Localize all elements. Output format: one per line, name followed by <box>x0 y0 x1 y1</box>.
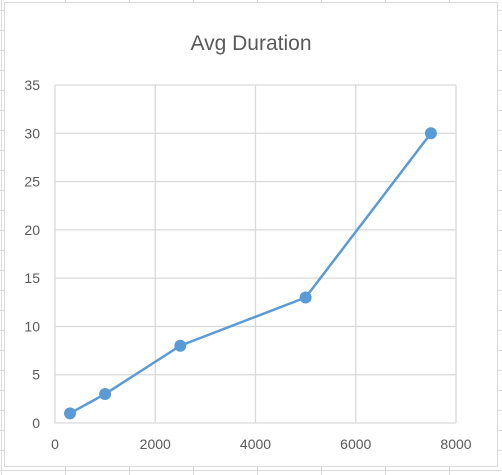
x-axis-tick-labels: 0 2000 4000 6000 8000 <box>51 436 472 452</box>
x-tick-label: 8000 <box>440 436 471 452</box>
x-tick-label: 6000 <box>340 436 371 452</box>
series-line <box>69 132 432 415</box>
y-tick-label: 30 <box>24 125 40 141</box>
x-tick-label: 4000 <box>240 436 271 452</box>
x-tick-label: 0 <box>51 436 59 452</box>
data-point[interactable] <box>174 339 187 352</box>
data-point[interactable] <box>424 127 437 140</box>
data-point[interactable] <box>299 291 312 304</box>
chart-area[interactable]: Avg Duration 0 5 10 15 20 25 30 35 0 2000 4000 600… <box>4 2 498 467</box>
y-tick-label: 0 <box>32 415 40 431</box>
y-tick-label: 5 <box>32 367 40 383</box>
data-point[interactable] <box>64 407 77 420</box>
x-tick-label: 2000 <box>140 436 171 452</box>
y-tick-label: 20 <box>24 222 40 238</box>
y-tick-label: 15 <box>24 270 40 286</box>
y-tick-label: 35 <box>24 77 40 93</box>
y-axis-tick-labels: 0 5 10 15 20 25 30 35 <box>24 77 40 431</box>
scatter-chart: Avg Duration 0 5 10 15 20 25 30 35 0 2000 4000 600… <box>24 32 472 452</box>
gridlines <box>54 84 457 424</box>
data-points <box>64 127 437 420</box>
y-tick-label: 25 <box>24 174 40 190</box>
data-point[interactable] <box>99 388 112 401</box>
chart-title: Avg Duration <box>190 32 311 55</box>
y-tick-label: 10 <box>24 318 40 334</box>
